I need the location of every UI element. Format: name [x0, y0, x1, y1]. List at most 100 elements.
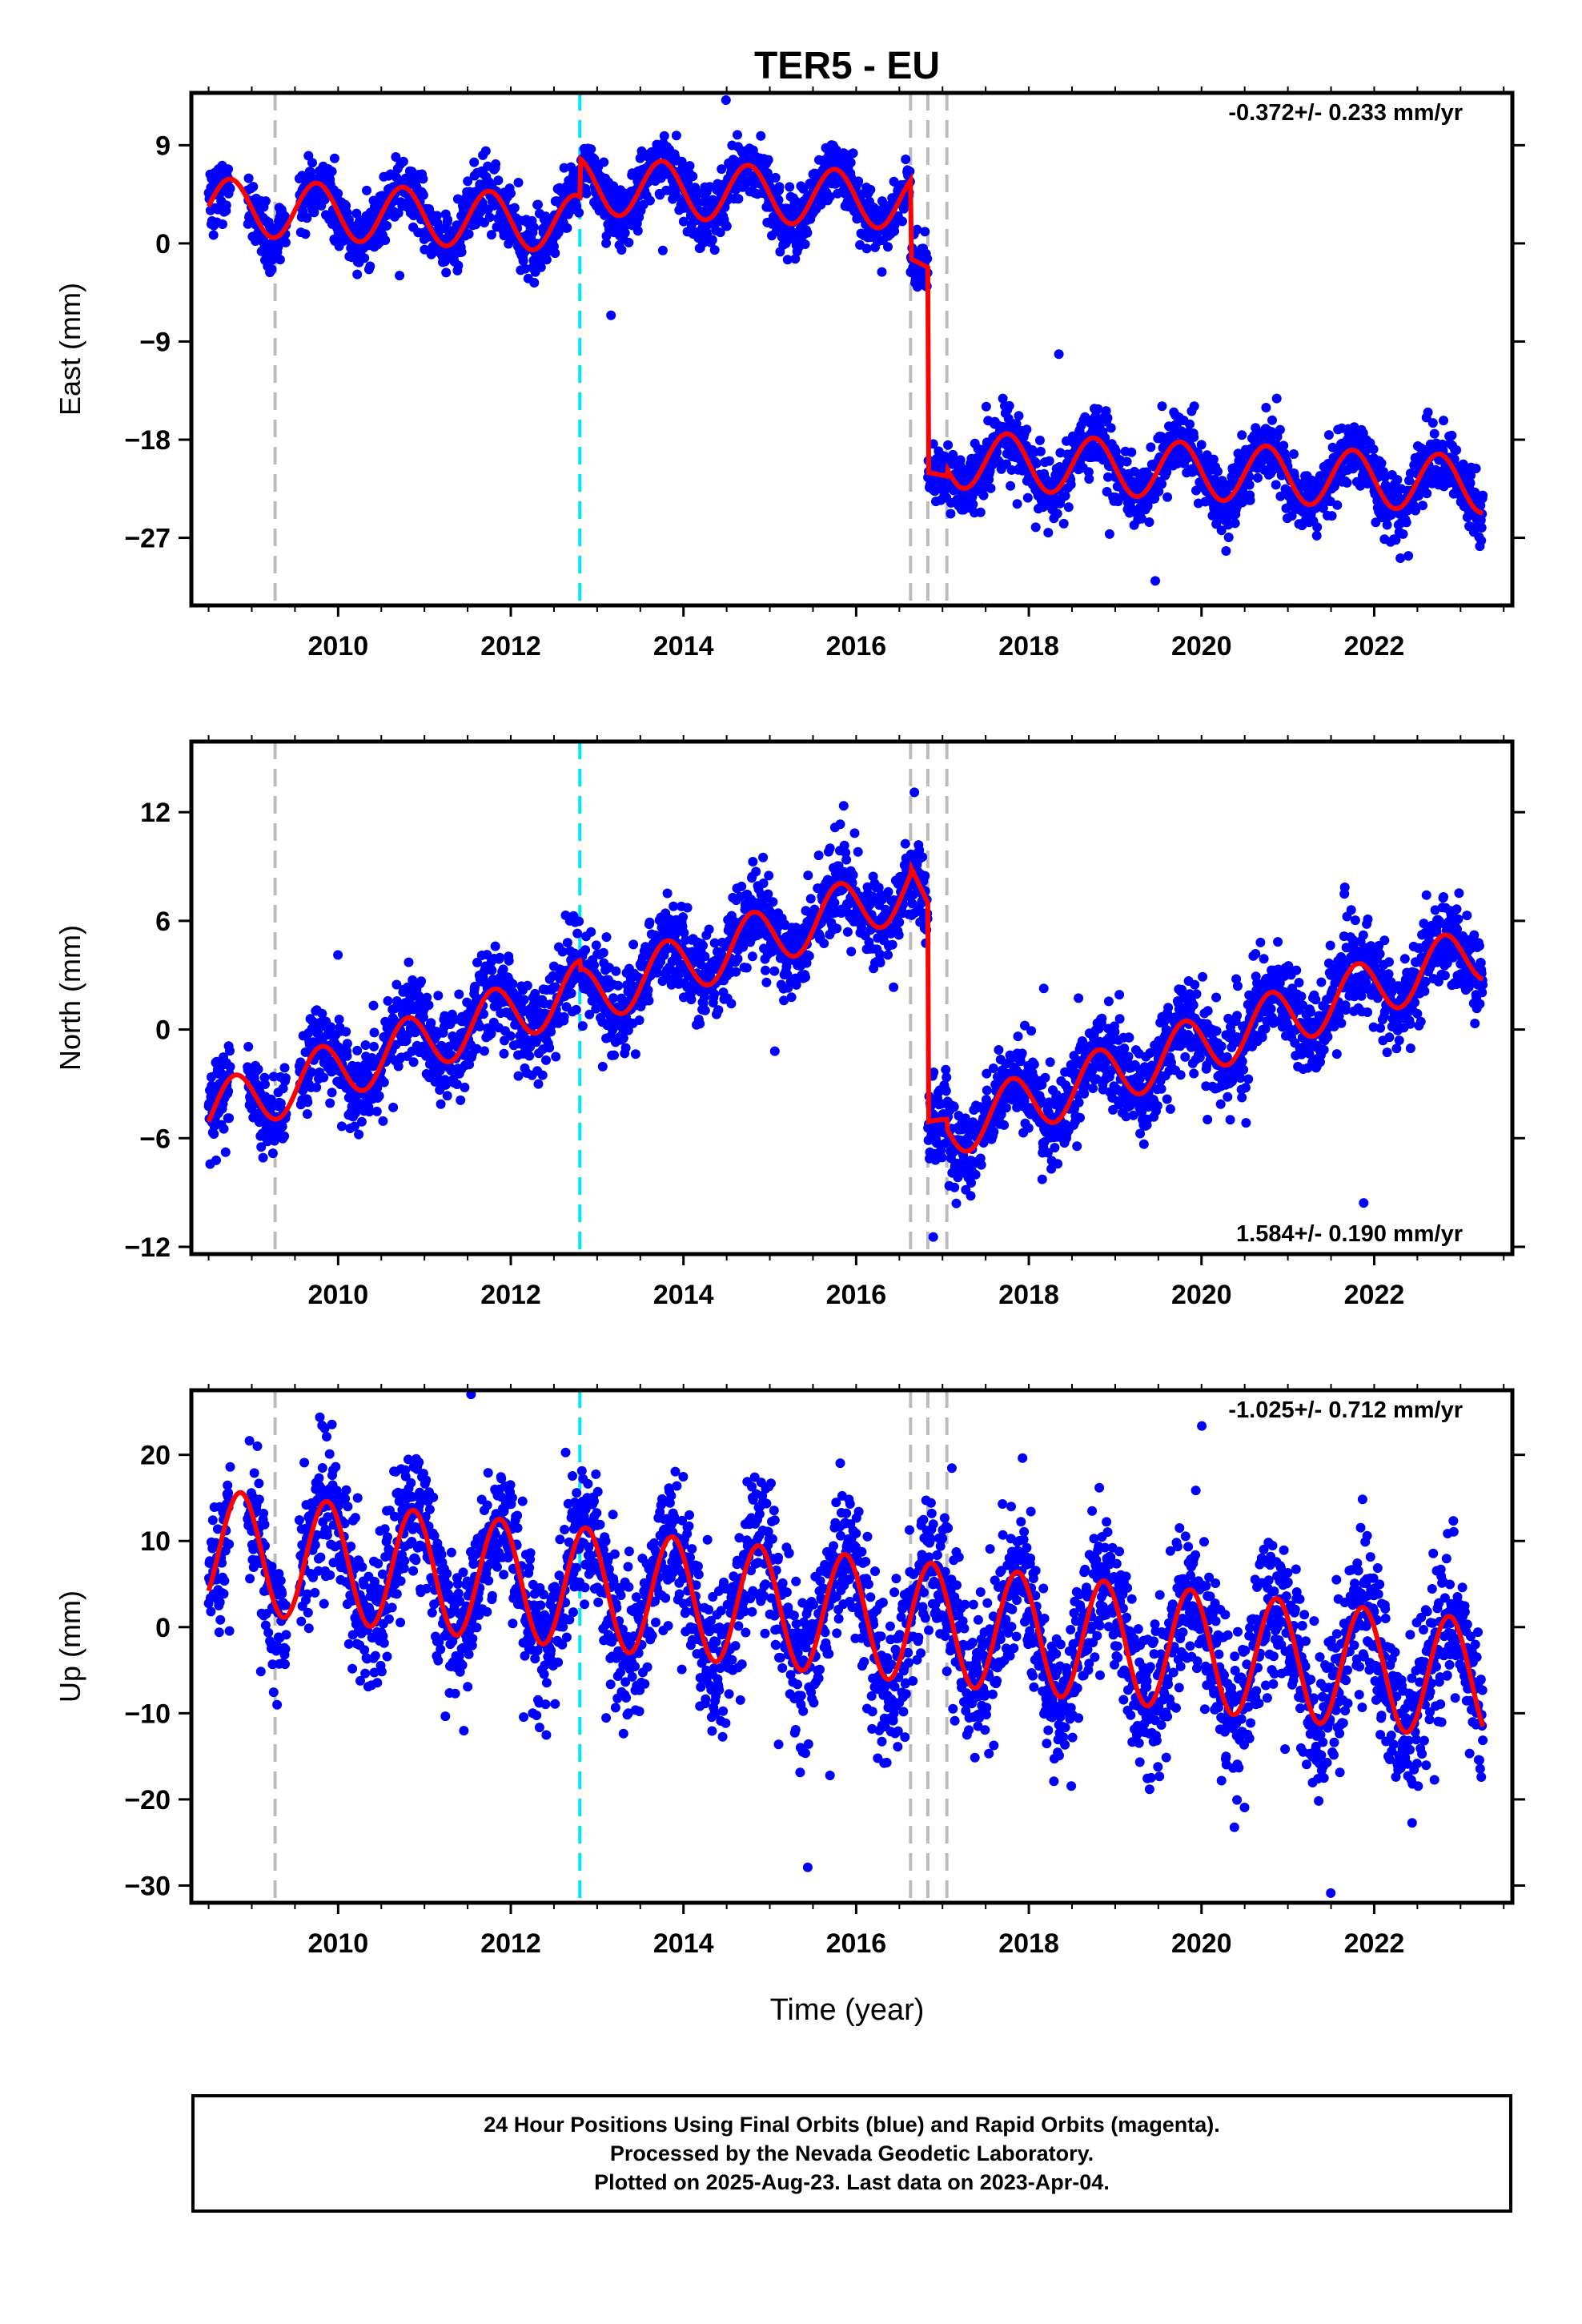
- data-point: [224, 1113, 235, 1124]
- data-point: [717, 164, 727, 175]
- data-point: [733, 194, 744, 204]
- data-point: [302, 213, 312, 223]
- data-point: [342, 1039, 352, 1049]
- data-point: [533, 1079, 544, 1089]
- y-tick-label: −9: [139, 327, 171, 357]
- data-point: [1014, 411, 1024, 421]
- data-point: [707, 235, 717, 245]
- data-point: [1261, 403, 1271, 412]
- data-point: [1327, 511, 1337, 521]
- data-point: [550, 248, 560, 259]
- data-point: [905, 167, 915, 176]
- data-point: [524, 1051, 535, 1061]
- data-point: [541, 1055, 551, 1065]
- data-point: [1244, 480, 1255, 490]
- data-point: [311, 1082, 322, 1092]
- data-point: [761, 977, 772, 987]
- x-tick-label: 2010: [308, 631, 369, 661]
- data-point: [1476, 536, 1487, 545]
- data-point: [611, 966, 621, 976]
- data-point: [351, 208, 362, 219]
- data-point: [1030, 522, 1041, 533]
- data-point: [1221, 546, 1231, 556]
- data-point: [267, 1148, 278, 1159]
- data-point: [208, 230, 219, 240]
- data-point: [800, 239, 810, 249]
- data-point: [616, 245, 627, 255]
- data-point: [221, 200, 231, 211]
- data-point: [325, 1098, 335, 1108]
- data-point: [586, 927, 596, 937]
- data-point: [342, 1051, 352, 1061]
- data-point: [493, 175, 504, 186]
- data-point: [277, 1121, 287, 1132]
- data-point: [359, 253, 370, 263]
- data-point: [518, 255, 528, 266]
- data-point: [948, 449, 958, 460]
- data-point: [343, 215, 354, 225]
- data-point: [433, 991, 444, 1001]
- data-point: [418, 190, 428, 200]
- data-point: [657, 245, 668, 255]
- data-point: [574, 207, 584, 218]
- data-point: [644, 917, 655, 927]
- data-point: [644, 195, 655, 206]
- data-point: [741, 963, 752, 973]
- data-point: [487, 965, 497, 975]
- x-tick-label: 2018: [998, 631, 1059, 661]
- data-point: [528, 222, 539, 232]
- data-point: [303, 1097, 313, 1108]
- data-point: [1034, 435, 1045, 445]
- data-point: [1423, 407, 1433, 417]
- data-point: [280, 237, 291, 247]
- data-point: [774, 182, 785, 192]
- data-point: [1104, 529, 1114, 539]
- data-point: [805, 894, 816, 904]
- data-point: [1332, 500, 1343, 510]
- data-point: [685, 161, 695, 171]
- data-point: [713, 1005, 724, 1015]
- data-point: [671, 131, 681, 141]
- data-point: [1237, 430, 1247, 440]
- data-point: [865, 184, 876, 195]
- data-point: [1006, 480, 1016, 491]
- data-point: [480, 146, 491, 156]
- data-point: [491, 159, 501, 169]
- data-point: [901, 155, 911, 164]
- data-point: [490, 941, 500, 951]
- data-point: [644, 995, 654, 1006]
- data-point: [329, 153, 339, 163]
- data-point: [1403, 551, 1414, 561]
- data-point: [424, 1000, 434, 1011]
- data-point: [571, 1004, 581, 1015]
- data-point: [495, 952, 505, 963]
- data-point: [698, 940, 708, 951]
- data-point: [1144, 517, 1154, 527]
- data-point: [785, 182, 795, 192]
- data-point: [1422, 489, 1432, 499]
- data-point: [1106, 423, 1116, 433]
- data-point: [733, 954, 743, 964]
- data-point: [520, 263, 530, 274]
- data-point: [1157, 401, 1167, 412]
- data-point: [352, 1045, 363, 1055]
- data-point: [695, 1019, 705, 1029]
- data-point: [418, 174, 428, 184]
- data-point: [475, 1021, 485, 1031]
- data-point: [336, 1121, 347, 1132]
- data-point: [861, 243, 872, 254]
- data-point: [1267, 415, 1277, 425]
- data-point: [832, 923, 842, 934]
- data-point: [559, 1011, 569, 1022]
- data-point: [574, 916, 584, 927]
- data-point: [480, 1046, 489, 1056]
- data-point: [853, 176, 864, 187]
- data-point: [1150, 576, 1160, 586]
- data-point: [591, 940, 601, 951]
- data-point: [768, 897, 778, 907]
- data-point: [731, 967, 741, 977]
- data-point: [1093, 404, 1103, 414]
- data-point: [264, 221, 275, 231]
